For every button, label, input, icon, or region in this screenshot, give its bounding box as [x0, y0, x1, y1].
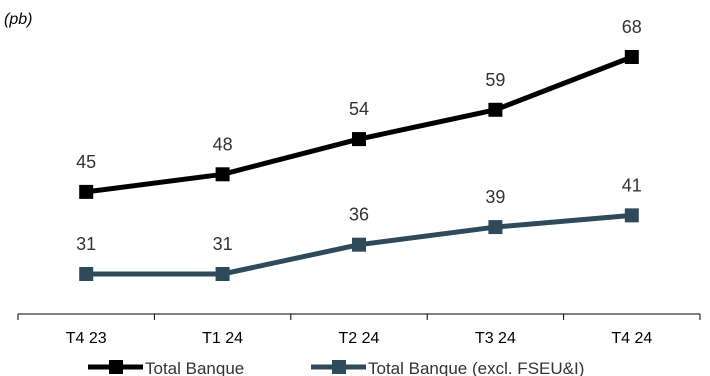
data-label: 68 — [622, 17, 642, 37]
data-point-marker — [215, 267, 230, 281]
data-point-marker — [215, 167, 230, 182]
legend-item-total-banque: Total Banque — [88, 359, 244, 376]
data-label: 31 — [213, 234, 233, 254]
legend-label-total-banque-excl: Total Banque (excl. FSEU&I) — [368, 359, 584, 376]
data-label: 39 — [485, 187, 505, 207]
data-point-marker — [624, 208, 639, 223]
legend-item-total-banque-excl: Total Banque (excl. FSEU&I) — [311, 359, 584, 376]
data-point-marker — [79, 267, 94, 281]
unit-label: (pb) — [4, 11, 32, 28]
x-axis-tick-labels: T4 23 T1 24 T2 24 T3 24 T4 24 — [66, 330, 653, 347]
data-label: 31 — [76, 234, 96, 254]
data-label: 54 — [349, 99, 369, 119]
data-label: 48 — [213, 134, 233, 154]
x-tick-label: T4 23 — [66, 330, 107, 347]
data-labels: 45 48 54 59 68 31 31 36 39 41 — [76, 17, 642, 254]
data-point-marker — [624, 50, 639, 64]
data-label: 36 — [349, 205, 369, 225]
x-tick-label: T2 24 — [339, 330, 380, 347]
data-point-marker — [79, 184, 94, 199]
x-tick-label: T4 24 — [611, 330, 652, 347]
data-label: 45 — [76, 152, 96, 172]
data-point-marker — [488, 102, 503, 117]
data-label: 59 — [485, 70, 505, 90]
legend-marker-total-banque — [109, 360, 123, 374]
series-line-0 — [85, 54, 633, 195]
legend-marker-total-banque-excl — [332, 360, 346, 374]
legend-label-total-banque: Total Banque — [145, 359, 244, 376]
data-point-marker — [352, 132, 366, 147]
x-axis-ticks — [17, 314, 701, 320]
data-label: 41 — [622, 175, 642, 195]
x-tick-label: T3 24 — [475, 330, 516, 347]
data-point-marker — [488, 220, 503, 235]
x-tick-label: T1 24 — [202, 330, 243, 347]
series-layer — [79, 50, 639, 281]
data-point-marker — [352, 237, 366, 252]
legend: Total Banque Total Banque (excl. FSEU&I) — [88, 359, 584, 376]
